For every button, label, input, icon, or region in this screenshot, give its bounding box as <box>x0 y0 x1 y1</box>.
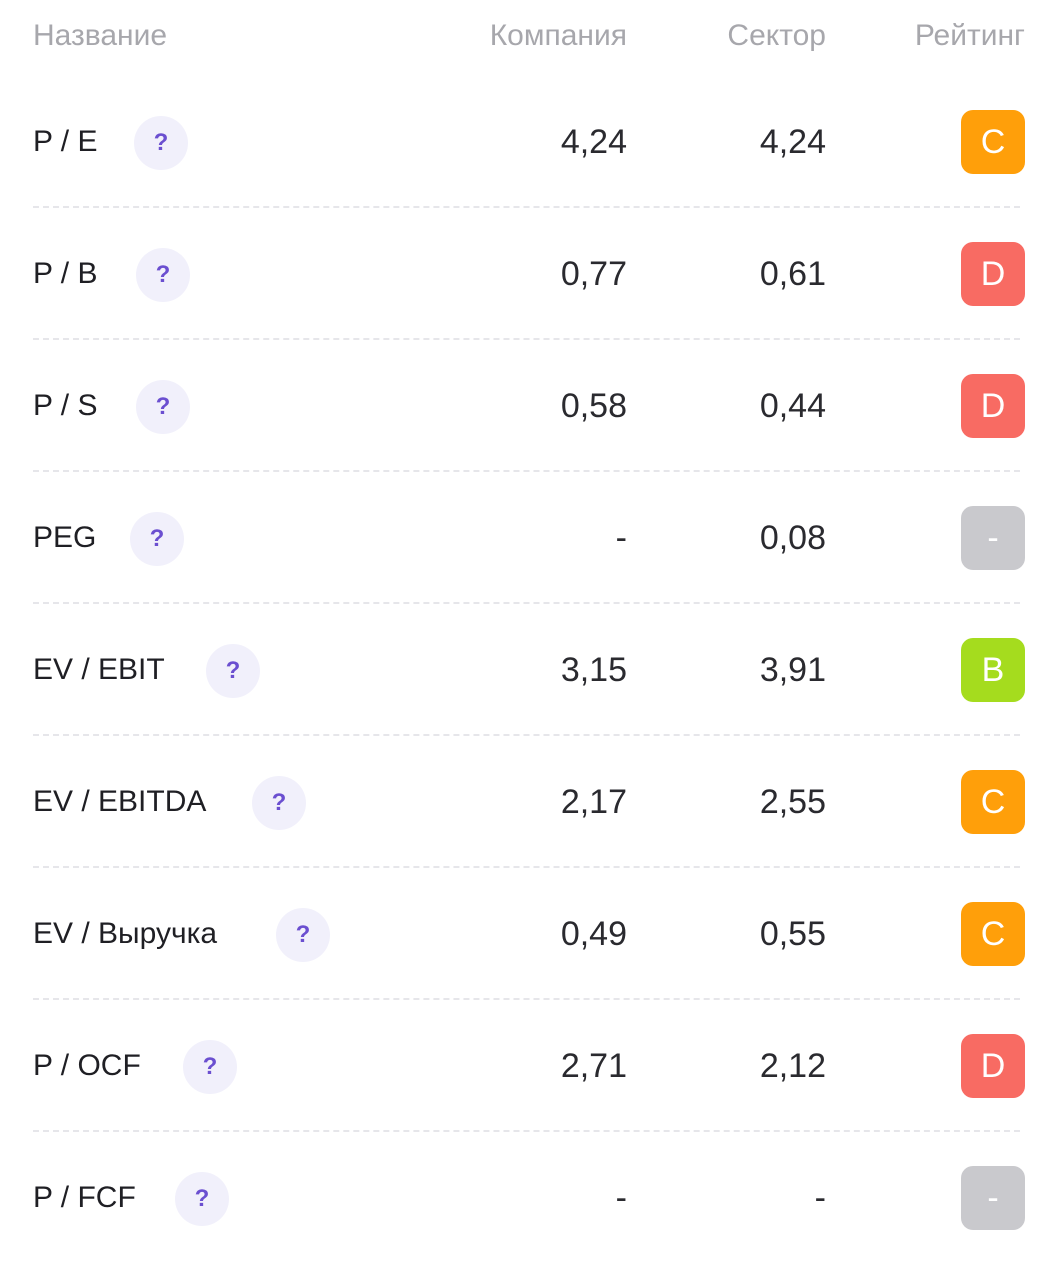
metric-name: PEG <box>33 521 97 554</box>
row-divider <box>33 602 1020 604</box>
sector-value: 0,44 <box>759 387 826 425</box>
metric-name: P / B <box>33 257 98 290</box>
help-icon[interactable]: ? <box>276 908 330 962</box>
help-icon[interactable]: ? <box>175 1172 229 1226</box>
metric-name: P / OCF <box>33 1049 141 1082</box>
table-row: P / S ? 0,58 0,44 D <box>0 340 1058 472</box>
company-value: 0,58 <box>560 387 627 425</box>
metric-name: EV / Выручка <box>33 917 218 950</box>
rating-badge: - <box>961 1166 1025 1230</box>
rating-badge: B <box>961 638 1025 702</box>
rating-badge: D <box>961 242 1025 306</box>
sector-value: 2,12 <box>759 1047 826 1085</box>
table-row: P / FCF ? - - - <box>0 1132 1058 1264</box>
company-value: 2,17 <box>560 783 627 821</box>
sector-value: 2,55 <box>759 783 826 821</box>
help-icon[interactable]: ? <box>252 776 306 830</box>
table-header: Название Компания Сектор Рейтинг <box>0 0 1058 74</box>
metric-name: P / E <box>33 125 98 158</box>
row-divider <box>33 734 1020 736</box>
rating-badge: D <box>961 1034 1025 1098</box>
row-divider <box>33 1130 1020 1132</box>
company-value: - <box>615 519 627 557</box>
table-row: P / B ? 0,77 0,61 D <box>0 208 1058 340</box>
sector-value: 0,55 <box>759 915 826 953</box>
metric-name: EV / EBITDA <box>33 785 207 818</box>
row-divider <box>33 470 1020 472</box>
company-value: 0,77 <box>560 255 627 293</box>
sector-value: 4,24 <box>759 123 826 161</box>
sector-value: 3,91 <box>759 651 826 689</box>
row-divider <box>33 206 1020 208</box>
company-value: 2,71 <box>560 1047 627 1085</box>
table-row: P / OCF ? 2,71 2,12 D <box>0 1000 1058 1132</box>
help-icon[interactable]: ? <box>136 380 190 434</box>
metric-name: EV / EBIT <box>33 653 165 686</box>
help-icon[interactable]: ? <box>134 116 188 170</box>
help-icon[interactable]: ? <box>183 1040 237 1094</box>
help-icon[interactable]: ? <box>206 644 260 698</box>
header-sector: Сектор <box>727 19 826 52</box>
header-rating: Рейтинг <box>914 19 1025 52</box>
company-value: 3,15 <box>560 651 627 689</box>
header-company: Компания <box>489 19 627 52</box>
metric-name: P / FCF <box>33 1181 136 1214</box>
rating-badge: D <box>961 374 1025 438</box>
row-divider <box>33 998 1020 1000</box>
sector-value: - <box>814 1179 826 1217</box>
metric-name: P / S <box>33 389 98 422</box>
table-row: EV / Выручка ? 0,49 0,55 C <box>0 868 1058 1000</box>
rating-badge: C <box>961 902 1025 966</box>
company-value: 0,49 <box>560 915 627 953</box>
help-icon[interactable]: ? <box>136 248 190 302</box>
row-divider <box>33 338 1020 340</box>
rating-badge: C <box>961 770 1025 834</box>
company-value: - <box>615 1179 627 1217</box>
table-row: EV / EBIT ? 3,15 3,91 B <box>0 604 1058 736</box>
table-row: PEG ? - 0,08 - <box>0 472 1058 604</box>
company-value: 4,24 <box>560 123 627 161</box>
header-name: Название <box>33 19 168 52</box>
table-row: EV / EBITDA ? 2,17 2,55 C <box>0 736 1058 868</box>
sector-value: 0,08 <box>759 519 826 557</box>
table-row: P / E ? 4,24 4,24 C <box>0 76 1058 208</box>
row-divider <box>33 866 1020 868</box>
rating-badge: - <box>961 506 1025 570</box>
rating-badge: C <box>961 110 1025 174</box>
sector-value: 0,61 <box>759 255 826 293</box>
help-icon[interactable]: ? <box>130 512 184 566</box>
